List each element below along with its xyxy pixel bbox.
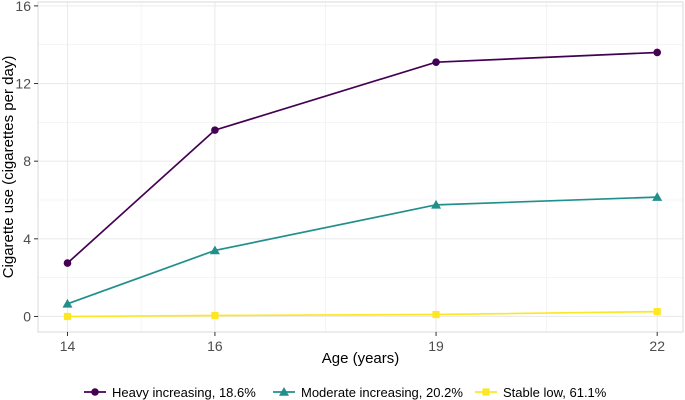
series-point [653,308,661,316]
y-tick-label: 12 [15,76,31,92]
series-point [211,311,219,320]
legend-key-marker [482,388,490,396]
x-tick-label: 22 [649,338,665,354]
legend-label: Heavy increasing, 18.6% [112,385,256,400]
legend-label: Moderate increasing, 20.2% [301,385,463,400]
legend-key [273,387,295,396]
series-point [432,58,440,66]
minor-gridlines [38,2,683,332]
series-point [211,126,219,134]
x-tick-label: 19 [428,338,444,354]
series-point [653,48,661,57]
legend-label: Stable low, 61.1% [503,385,607,400]
legend-key-marker [91,388,99,396]
y-axis-ticks: 0 4 8 12 16 [15,0,38,324]
series-point [209,245,220,255]
x-axis-title: Age (years) [322,350,400,367]
legend-key [475,388,497,396]
y-tick-label: 0 [23,308,31,324]
series-point [63,259,72,267]
x-tick-label: 14 [60,338,76,354]
y-tick-label: 4 [23,231,31,247]
legend-key-marker [279,387,289,396]
series-point [432,310,440,319]
series-point [62,298,73,308]
series-line [67,310,658,318]
x-tick-label: 16 [207,338,223,354]
legend-key [84,388,106,396]
series-point [652,192,663,201]
plot-panel-border [37,1,684,333]
y-axis-title: Cigarette use (cigarettes per day) [0,56,17,279]
series-layer [62,48,663,321]
x-axis-ticks: 14 16 19 22 [60,332,665,354]
series-line [67,196,658,305]
series-point [63,312,72,321]
series-point [431,199,442,209]
y-tick-label: 16 [15,0,31,14]
legend: Heavy increasing, 18.6% Moderate increasi… [84,385,607,400]
y-tick-label: 8 [23,153,31,169]
series-line [66,51,658,264]
